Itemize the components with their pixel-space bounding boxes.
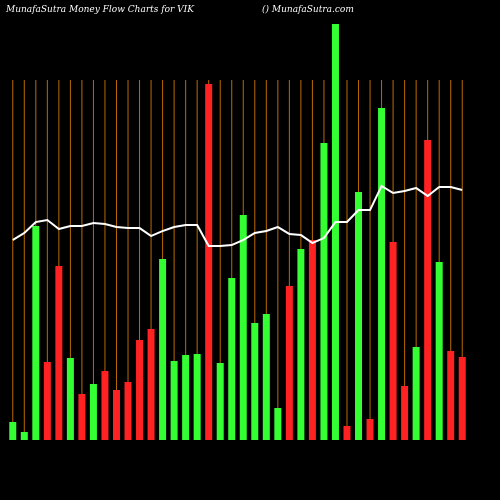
bar (89, 384, 97, 440)
bar (20, 432, 28, 440)
bar (124, 382, 132, 440)
bar (43, 362, 51, 440)
bar (320, 143, 328, 440)
bar (205, 84, 213, 440)
bar (412, 347, 420, 440)
bar (401, 386, 409, 440)
bar (9, 422, 17, 440)
bar (435, 262, 443, 440)
bar (343, 426, 351, 440)
bar (297, 249, 305, 440)
bar (55, 266, 63, 440)
chart-subtitle: () MunafaSutra.com (262, 4, 354, 15)
bar (216, 363, 224, 440)
bar (159, 259, 167, 440)
bar (66, 358, 74, 440)
bar (262, 314, 270, 440)
bar (308, 240, 316, 440)
bar (112, 390, 120, 440)
bar (32, 226, 40, 440)
bar (228, 278, 236, 440)
bar (182, 355, 190, 440)
bar (78, 394, 86, 440)
bar (147, 329, 155, 440)
bar (447, 351, 455, 440)
bar (331, 24, 339, 440)
bar (251, 323, 259, 440)
line (12, 184, 463, 247)
bar (101, 371, 109, 440)
bar (239, 215, 247, 440)
bar (285, 286, 293, 440)
bar (193, 354, 201, 440)
bar (355, 192, 363, 440)
bar (366, 419, 374, 440)
bar (389, 242, 397, 440)
bar (424, 140, 432, 440)
chart-title: MunafaSutra Money Flow Charts for VIK (5, 5, 195, 15)
bar (458, 357, 466, 440)
bar (378, 108, 386, 440)
bar (170, 361, 178, 440)
bar (274, 408, 282, 440)
bar (136, 340, 144, 440)
